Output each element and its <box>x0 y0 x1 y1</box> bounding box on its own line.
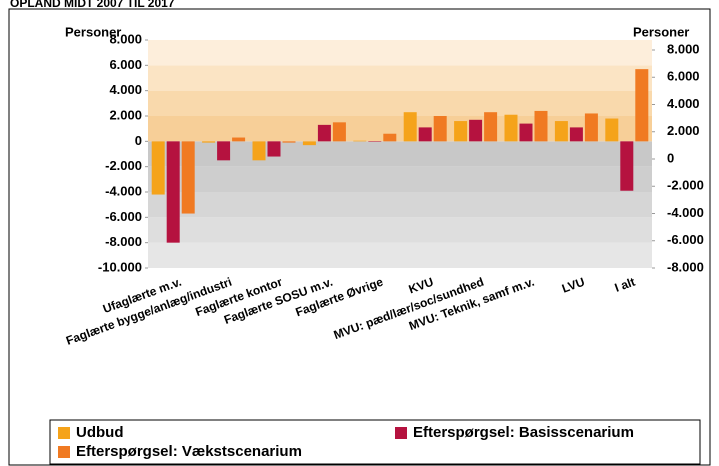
bar <box>484 112 498 142</box>
bar <box>469 119 483 142</box>
y-tick-label: 6.000 <box>109 57 142 72</box>
bar <box>454 121 468 142</box>
y2-tick-label: 2.000 <box>667 123 700 138</box>
bar <box>202 141 216 143</box>
y2-axis-label: Personer <box>633 24 689 39</box>
bar <box>620 141 634 191</box>
plot-band <box>148 65 652 91</box>
legend-label: Efterspørgsel: Basisscenarium <box>413 424 634 441</box>
bar <box>554 121 568 142</box>
legend-swatch <box>58 427 70 439</box>
bar <box>403 112 417 142</box>
legend-swatch <box>395 427 407 439</box>
y-tick-label: -6.000 <box>105 209 142 224</box>
y2-tick-label: 8.000 <box>667 41 700 56</box>
bar <box>302 141 316 146</box>
x-tick-label: LVU <box>560 275 587 296</box>
bar <box>368 141 382 142</box>
bar <box>181 141 195 214</box>
y2-tick-label: -8.000 <box>667 259 704 274</box>
bar <box>584 113 598 142</box>
x-tick-label: I alt <box>613 275 637 295</box>
y-tick-label: -2.000 <box>105 158 142 173</box>
bar <box>418 127 432 142</box>
plot-band <box>148 141 652 167</box>
plot-band <box>148 192 652 218</box>
bar <box>519 123 533 142</box>
bar <box>433 116 447 142</box>
plot-band <box>148 242 652 268</box>
y-tick-label: -4.000 <box>105 183 142 198</box>
bar <box>267 141 281 157</box>
bar <box>504 114 518 142</box>
y-tick-label: 4.000 <box>109 82 142 97</box>
bar <box>332 122 346 142</box>
y-tick-label: -10.000 <box>98 259 142 274</box>
plot-band <box>148 217 652 243</box>
bar <box>166 141 180 243</box>
chart-frame <box>8 8 711 466</box>
legend-label: Udbud <box>76 424 123 441</box>
y-tick-label: -8.000 <box>105 234 142 249</box>
y2-tick-label: -4.000 <box>667 205 704 220</box>
bar <box>282 141 296 143</box>
y-axis-label: Personer <box>65 24 121 39</box>
bar <box>353 140 367 142</box>
legend-swatch <box>58 446 70 458</box>
plot-band <box>148 166 652 192</box>
plot-band <box>148 116 652 142</box>
plot-band <box>148 90 652 116</box>
y2-tick-label: -2.000 <box>667 178 704 193</box>
bar <box>232 137 246 142</box>
y2-tick-label: 6.000 <box>667 69 700 84</box>
y2-tick-label: 4.000 <box>667 96 700 111</box>
bar <box>151 141 165 195</box>
bar <box>569 127 583 142</box>
bar <box>534 110 548 142</box>
y2-tick-label: -6.000 <box>667 232 704 247</box>
legend-box <box>49 419 701 465</box>
bar <box>317 124 331 142</box>
plot-band <box>148 40 652 66</box>
plot-background <box>148 40 652 268</box>
bar <box>217 141 231 161</box>
y-tick-label: 8.000 <box>109 31 142 46</box>
bar <box>252 141 266 161</box>
bar <box>383 133 397 142</box>
y-tick-label: 0 <box>135 133 142 148</box>
legend-label: Efterspørgsel: Vækstscenarium <box>76 443 302 460</box>
y2-tick-label: 0 <box>667 150 674 165</box>
bar <box>605 118 619 142</box>
bar <box>635 69 649 142</box>
chart-title: OPLAND MIDT 2007 TIL 2017 <box>10 0 175 10</box>
y-tick-label: 2.000 <box>109 107 142 122</box>
